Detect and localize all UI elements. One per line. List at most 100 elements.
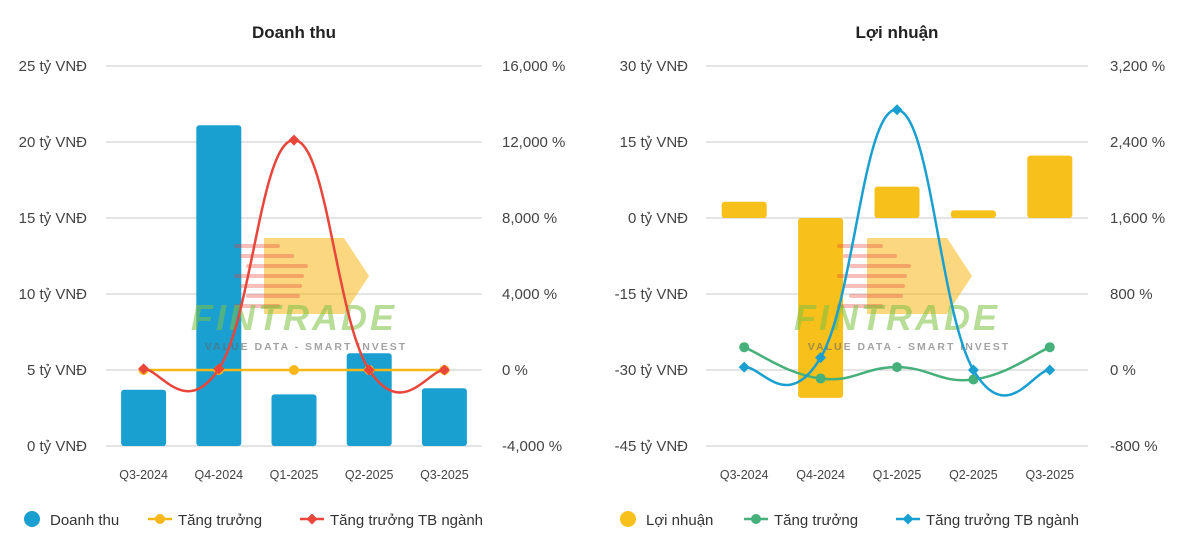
y-left-tick-label: 30 tỷ VNĐ bbox=[620, 58, 689, 75]
y-right-tick-label: 0 % bbox=[1110, 362, 1136, 379]
watermark-stripe bbox=[234, 304, 280, 308]
chart-title: Doanh thu bbox=[252, 23, 336, 42]
legend-label: Tăng trưởng TB ngành bbox=[926, 512, 1079, 529]
watermark-tagline: VALUE DATA - SMART INVEST bbox=[808, 341, 1010, 353]
fintrade-watermark: FINTRADE VALUE DATA - SMART INVEST bbox=[191, 238, 407, 353]
revenue-chart-panel: Doanh thu 0 tỷ VNĐ 5 tỷ VNĐ 10 tỷ VNĐ 15 tỷ … bbox=[19, 23, 566, 529]
y-right-tick-label: 12,000 % bbox=[502, 134, 565, 151]
y-right-tick-label: 1,600 % bbox=[1110, 210, 1165, 227]
y-right-tick-label: -4,000 % bbox=[502, 438, 562, 455]
watermark-brand: FINTRADE bbox=[191, 297, 397, 338]
legend-label: Tăng trưởng bbox=[774, 512, 858, 529]
legend-label: Doanh thu bbox=[50, 512, 119, 529]
series-point bbox=[967, 364, 979, 376]
watermark-brand: FINTRADE bbox=[794, 297, 1000, 338]
legend-label: Tăng trưởng TB ngành bbox=[330, 512, 483, 529]
x-tick-label: Q3-2024 bbox=[720, 468, 769, 482]
series-point bbox=[892, 362, 902, 373]
y-right-tick-label: 8,000 % bbox=[502, 210, 557, 227]
y-left-tick-label: 0 tỷ VNĐ bbox=[27, 438, 87, 455]
legend-marker-diamond bbox=[902, 513, 914, 525]
series-point bbox=[891, 104, 903, 116]
y-left-tick-label: 20 tỷ VNĐ bbox=[19, 134, 88, 151]
legend-marker-diamond bbox=[306, 513, 318, 525]
profit-chart: Lợi nhuận -45 tỷ VNĐ -30 tỷ VNĐ -15 tỷ VNĐ 0… bbox=[615, 23, 1165, 529]
watermark-tagline: VALUE DATA - SMART INVEST bbox=[205, 341, 407, 353]
watermark-stripe bbox=[837, 244, 883, 248]
fintrade-watermark: FINTRADE VALUE DATA - SMART INVEST bbox=[794, 238, 1010, 353]
series-point bbox=[968, 374, 979, 385]
legend-item: Lợi nhuận bbox=[620, 511, 713, 529]
legend-item: Tăng trưởng bbox=[744, 512, 858, 529]
y-left-tick-label: -15 tỷ VNĐ bbox=[615, 286, 689, 303]
watermark-stripe bbox=[234, 274, 304, 278]
bar bbox=[721, 201, 767, 218]
x-tick-label: Q2-2025 bbox=[345, 468, 394, 482]
watermark-stripe bbox=[843, 284, 905, 288]
y-right-tick-label: 0 % bbox=[502, 362, 528, 379]
series-point bbox=[1044, 364, 1056, 376]
legend-label: Lợi nhuận bbox=[646, 512, 713, 529]
watermark-stripe bbox=[837, 274, 907, 278]
legend-marker-circle bbox=[24, 511, 40, 527]
watermark-stripe bbox=[240, 284, 302, 288]
watermark-arrow-icon bbox=[867, 238, 972, 314]
bar bbox=[346, 353, 392, 446]
bar bbox=[421, 388, 467, 446]
y-right-tick-label: 16,000 % bbox=[502, 58, 565, 75]
legend-item: Doanh thu bbox=[24, 511, 119, 529]
watermark-stripe bbox=[843, 254, 897, 258]
series-point bbox=[438, 364, 450, 376]
y-right-tick-label: 4,000 % bbox=[502, 286, 557, 303]
y-left-tick-label: 25 tỷ VNĐ bbox=[19, 58, 88, 75]
watermark-stripe bbox=[234, 244, 280, 248]
watermark-stripe bbox=[246, 294, 300, 298]
y-left-tick-label: -45 tỷ VNĐ bbox=[615, 438, 689, 455]
legend-marker-circle bbox=[751, 514, 761, 524]
series-point bbox=[738, 361, 750, 373]
y-left-tick-label: 15 tỷ VNĐ bbox=[620, 134, 689, 151]
bar bbox=[798, 218, 844, 398]
series-point bbox=[289, 365, 299, 375]
bar bbox=[950, 210, 996, 218]
watermark-stripe bbox=[849, 264, 911, 268]
x-tick-label: Q4-2024 bbox=[194, 468, 243, 482]
y-right-tick-label: -800 % bbox=[1110, 438, 1158, 455]
y-right-tick-label: 800 % bbox=[1110, 286, 1153, 303]
legend-item: Tăng trưởng TB ngành bbox=[896, 512, 1079, 529]
y-right-tick-label: 3,200 % bbox=[1110, 58, 1165, 75]
legend-marker-circle bbox=[155, 514, 165, 524]
series-point bbox=[288, 134, 300, 146]
chart-title: Lợi nhuận bbox=[856, 23, 939, 42]
revenue-chart: Doanh thu 0 tỷ VNĐ 5 tỷ VNĐ 10 tỷ VNĐ 15 tỷ … bbox=[19, 23, 566, 529]
series-point bbox=[363, 364, 375, 376]
legend-label: Tăng trưởng bbox=[178, 512, 262, 529]
x-tick-label: Q1-2025 bbox=[873, 468, 922, 482]
y-left-tick-label: 10 tỷ VNĐ bbox=[19, 286, 88, 303]
x-tick-label: Q1-2025 bbox=[270, 468, 319, 482]
profit-chart-panel: Lợi nhuận -45 tỷ VNĐ -30 tỷ VNĐ -15 tỷ VNĐ 0… bbox=[592, 0, 1184, 544]
series-point bbox=[213, 363, 225, 375]
bar bbox=[196, 125, 242, 446]
watermark-stripe bbox=[240, 254, 294, 258]
x-tick-label: Q4-2024 bbox=[796, 468, 845, 482]
y-left-tick-label: 0 tỷ VNĐ bbox=[628, 210, 688, 227]
series-point bbox=[1044, 342, 1055, 353]
series-point bbox=[815, 373, 826, 384]
x-tick-label: Q3-2025 bbox=[1025, 468, 1074, 482]
x-tick-label: Q3-2024 bbox=[119, 468, 168, 482]
bar bbox=[121, 389, 167, 446]
watermark-stripe bbox=[849, 294, 903, 298]
y-right-tick-label: 2,400 % bbox=[1110, 134, 1165, 151]
legend-item: Tăng trưởng TB ngành bbox=[300, 512, 483, 529]
x-tick-label: Q2-2025 bbox=[949, 468, 998, 482]
legend-item: Tăng trưởng bbox=[148, 512, 262, 529]
y-left-tick-label: 15 tỷ VNĐ bbox=[19, 210, 88, 227]
bar bbox=[271, 394, 317, 446]
watermark-stripe bbox=[837, 304, 883, 308]
series-point bbox=[138, 363, 150, 375]
series-point bbox=[739, 342, 750, 353]
bar bbox=[1027, 155, 1073, 218]
y-left-tick-label: 5 tỷ VNĐ bbox=[27, 362, 87, 379]
bar bbox=[874, 186, 920, 218]
